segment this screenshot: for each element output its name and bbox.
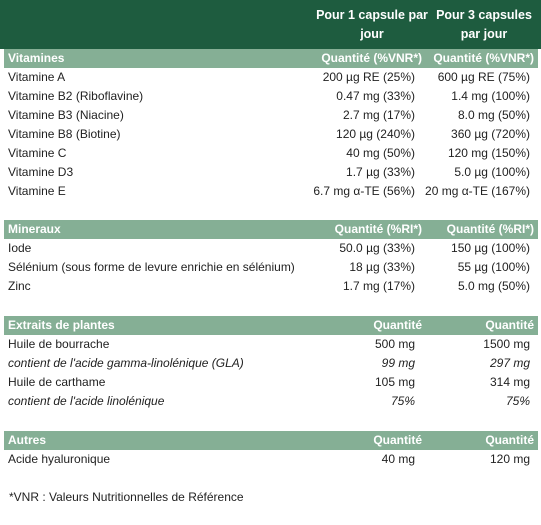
section-title: Mineraux bbox=[8, 222, 61, 236]
value-3-capsules: 120 mg (150%) bbox=[447, 146, 530, 160]
nutrient-name: contient de l'acide linolénique bbox=[8, 394, 165, 408]
table-row: Vitamine C 40 mg (50%) 120 mg (150%) bbox=[4, 144, 538, 163]
nutrient-name: Acide hyaluronique bbox=[8, 452, 111, 466]
table-row: Iode 50.0 µg (33%) 150 µg (100%) bbox=[4, 239, 538, 258]
nutrient-name: Vitamine C bbox=[8, 146, 67, 160]
section-extraits-de-plantes: Extraits de plantes Quantité Quantité Hu… bbox=[4, 316, 538, 411]
value-1-capsule: 1.7 mg (17%) bbox=[342, 279, 415, 293]
section-header: Extraits de plantes Quantité Quantité bbox=[4, 316, 538, 335]
value-1-capsule: 500 mg bbox=[374, 337, 415, 351]
quantity-header-2: Quantité bbox=[485, 433, 534, 447]
section-vitamines: Vitamines Quantité (%VNR*) Quantité (%VN… bbox=[4, 49, 538, 201]
value-3-capsules: 55 µg (100%) bbox=[457, 260, 530, 274]
section-title: Autres bbox=[8, 433, 47, 447]
value-1-capsule: 75% bbox=[390, 394, 415, 408]
table-row: Vitamine A 200 µg RE (25%) 600 µg RE (75… bbox=[4, 68, 538, 87]
quantity-header-1: Quantité bbox=[373, 318, 422, 332]
value-1-capsule: 200 µg RE (25%) bbox=[322, 70, 415, 84]
value-3-capsules: 5.0 µg (100%) bbox=[454, 165, 530, 179]
section-mineraux: Mineraux Quantité (%RI*) Quantité (%RI*)… bbox=[4, 220, 538, 296]
value-1-capsule: 0.47 mg (33%) bbox=[336, 89, 415, 103]
value-1-capsule: 99 mg bbox=[381, 356, 415, 370]
value-1-capsule: 40 mg bbox=[381, 452, 415, 466]
nutrient-name: Vitamine B8 (Biotine) bbox=[8, 127, 121, 141]
section-title: Extraits de plantes bbox=[8, 318, 115, 332]
nutrient-name: Vitamine B3 (Niacine) bbox=[8, 108, 124, 122]
table-row: contient de l'acide gamma-linolénique (G… bbox=[4, 354, 538, 373]
table-row: Acide hyaluronique 40 mg 120 mg bbox=[4, 450, 538, 469]
value-3-capsules: 150 µg (100%) bbox=[451, 241, 530, 255]
value-3-capsules: 1500 mg bbox=[483, 337, 530, 351]
footnote: *VNR : Valeurs Nutritionnelles de Référe… bbox=[9, 490, 244, 504]
value-3-capsules: 5.0 mg (50%) bbox=[457, 279, 530, 293]
value-3-capsules: 1.4 mg (100%) bbox=[451, 89, 530, 103]
value-3-capsules: 600 µg RE (75%) bbox=[437, 70, 530, 84]
nutrient-name: Sélénium (sous forme de levure enrichie … bbox=[8, 260, 295, 274]
quantity-header-1: Quantité (%RI*) bbox=[334, 222, 422, 236]
value-1-capsule: 1.7 µg (33%) bbox=[346, 165, 415, 179]
table-row: Vitamine E 6.7 mg α-TE (56%) 20 mg α-TE … bbox=[4, 182, 538, 201]
value-3-capsules: 20 mg α-TE (167%) bbox=[425, 184, 530, 198]
nutrient-name: Vitamine B2 (Riboflavine) bbox=[8, 89, 144, 103]
nutrient-name: contient de l'acide gamma-linolénique (G… bbox=[8, 356, 244, 370]
section-title: Vitamines bbox=[8, 51, 65, 65]
quantity-header-2: Quantité bbox=[485, 318, 534, 332]
nutrient-name: Huile de bourrache bbox=[8, 337, 110, 351]
table-row: Vitamine B3 (Niacine) 2.7 mg (17%) 8.0 m… bbox=[4, 106, 538, 125]
value-3-capsules: 360 µg (720%) bbox=[451, 127, 530, 141]
quantity-header-2: Quantité (%VNR*) bbox=[433, 51, 534, 65]
section-header: Autres Quantité Quantité bbox=[4, 431, 538, 450]
nutrient-name: Iode bbox=[8, 241, 32, 255]
table-row: Sélénium (sous forme de levure enrichie … bbox=[4, 258, 538, 277]
table-row: contient de l'acide linolénique 75% 75% bbox=[4, 392, 538, 411]
value-1-capsule: 18 µg (33%) bbox=[349, 260, 415, 274]
quantity-header-1: Quantité bbox=[373, 433, 422, 447]
value-1-capsule: 2.7 mg (17%) bbox=[342, 108, 415, 122]
table-row: Vitamine B2 (Riboflavine) 0.47 mg (33%) … bbox=[4, 87, 538, 106]
value-3-capsules: 8.0 mg (50%) bbox=[457, 108, 530, 122]
nutrient-name: Huile de carthame bbox=[8, 375, 106, 389]
value-3-capsules: 297 mg bbox=[489, 356, 530, 370]
nutrient-name: Vitamine E bbox=[8, 184, 66, 198]
table-row: Huile de carthame 105 mg 314 mg bbox=[4, 373, 538, 392]
column-header-1-capsule: Pour 1 capsule par jour bbox=[316, 8, 428, 41]
table-row: Zinc 1.7 mg (17%) 5.0 mg (50%) bbox=[4, 277, 538, 296]
section-header: Mineraux Quantité (%RI*) Quantité (%RI*) bbox=[4, 220, 538, 239]
table-row: Huile de bourrache 500 mg 1500 mg bbox=[4, 335, 538, 354]
column-header-bar: Pour 1 capsule par jour Pour 3 capsules … bbox=[0, 0, 541, 49]
column-header-3-capsules: Pour 3 capsules par jour bbox=[436, 8, 532, 41]
nutrient-name: Vitamine A bbox=[8, 70, 66, 84]
quantity-header-1: Quantité (%VNR*) bbox=[321, 51, 422, 65]
section-autres: Autres Quantité Quantité Acide hyaluroni… bbox=[4, 431, 538, 469]
value-1-capsule: 6.7 mg α-TE (56%) bbox=[313, 184, 415, 198]
value-1-capsule: 50.0 µg (33%) bbox=[339, 241, 415, 255]
value-1-capsule: 120 µg (240%) bbox=[336, 127, 415, 141]
value-3-capsules: 120 mg bbox=[489, 452, 530, 466]
nutrient-name: Vitamine D3 bbox=[8, 165, 74, 179]
quantity-header-2: Quantité (%RI*) bbox=[446, 222, 534, 236]
value-1-capsule: 105 mg bbox=[374, 375, 415, 389]
value-3-capsules: 314 mg bbox=[489, 375, 530, 389]
value-1-capsule: 40 mg (50%) bbox=[346, 146, 415, 160]
table-row: Vitamine D3 1.7 µg (33%) 5.0 µg (100%) bbox=[4, 163, 538, 182]
table-row: Vitamine B8 (Biotine) 120 µg (240%) 360 … bbox=[4, 125, 538, 144]
nutrient-name: Zinc bbox=[8, 279, 31, 293]
section-header: Vitamines Quantité (%VNR*) Quantité (%VN… bbox=[4, 49, 538, 68]
value-3-capsules: 75% bbox=[505, 394, 530, 408]
